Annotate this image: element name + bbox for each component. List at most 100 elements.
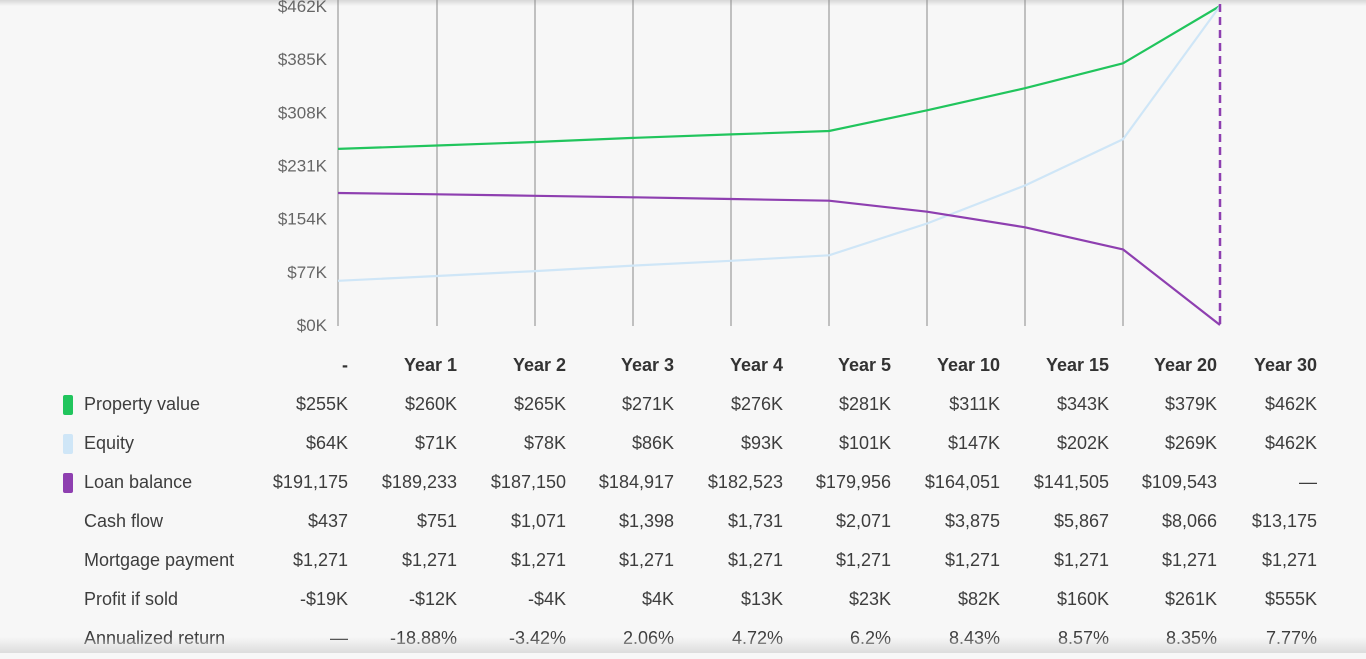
row-label: Equity [84,433,135,453]
table-cell: $311K [949,394,1000,414]
table-cell: $4K [641,589,674,609]
table-cell: $93K [740,433,783,453]
table-cell: $202K [1056,433,1109,453]
table-cell: $13K [740,589,783,609]
table-cell: $182,523 [707,472,783,492]
table-cell: $281K [838,394,891,414]
y-tick-label: $154K [278,210,328,229]
column-header: Year 3 [620,355,674,375]
table-cell: $23K [848,589,891,609]
table-cell: $3,875 [944,511,1000,531]
table-cell: $64K [305,433,348,453]
table-row: Equity $64K $71K $78K $86K $93K $101K $147K $202… [0,425,1366,464]
table-cell: $1,271 [1261,550,1317,570]
table-cell: $462K [1264,433,1317,453]
table-cell: $1,271 [727,550,783,570]
table-cell: $1,271 [944,550,1000,570]
table-cell: $462K [1264,394,1317,414]
column-header: Year 10 [936,355,1000,375]
table-cell: $343K [1056,394,1109,414]
y-tick-label: $0K [297,316,328,335]
table-cell: $8,066 [1161,511,1217,531]
series-lines [337,5,1221,326]
table-cell: -$19K [299,589,348,609]
table-cell: $1,271 [510,550,566,570]
table-cell: $1,071 [510,511,566,531]
table-row: Profit if sold -$19K -$12K -$4K $4K $13K $23K $… [0,581,1366,620]
y-axis-tick-labels: $0K $77K $154K $231K $308K $385K $462K [278,0,328,335]
table-cell: $269K [1164,433,1217,453]
vertical-gridlines [337,0,1124,326]
table-cell: $261K [1164,589,1217,609]
table-cell: $1,271 [618,550,674,570]
table-cell: $1,271 [401,550,457,570]
legend-swatch [63,473,73,493]
table-cell: $751 [416,511,457,531]
table-cell: $5,867 [1053,511,1109,531]
table-cell: $147K [947,433,1000,453]
table-cell: $179,956 [815,472,891,492]
table-cell: $1,271 [1053,550,1109,570]
y-tick-label: $77K [287,263,327,282]
top-edge-shadow [0,0,1366,6]
table-cell: $2,071 [835,511,891,531]
table-row: Mortgage payment $1,271 $1,271 $1,271 $1,271… [0,542,1366,581]
line-chart: $0K $77K $154K $231K $308K $385K $462K [278,0,1222,335]
y-tick-label: $308K [278,103,328,122]
table-cell: $1,398 [618,511,674,531]
column-header: Year 5 [837,355,891,375]
row-label: Mortgage payment [84,550,235,570]
table-cell: $78K [523,433,566,453]
table-cell: $71K [414,433,457,453]
table-header-row: - Year 1 Year 2 Year 3 Year 4 Year 5 Year 10 Ye… [0,347,1366,386]
table-cell: -$4K [527,589,566,609]
table-cell: $184,917 [598,472,674,492]
column-header: Year 1 [403,355,457,375]
row-label: Loan balance [84,472,193,492]
table-cell: $255K [295,394,348,414]
legend-swatch [63,395,73,415]
table-cell: $164,051 [924,472,1000,492]
table-cell: $109,543 [1141,472,1217,492]
row-label: Property value [84,394,201,414]
table-cell: $1,271 [1161,550,1217,570]
table-cell: $189,233 [381,472,457,492]
table-cell: $437 [307,511,348,531]
bottom-edge-shadow [0,637,1366,653]
row-label: Profit if sold [84,589,179,609]
column-header: Year 2 [512,355,566,375]
table-cell: -$12K [408,589,457,609]
series-line-loan-balance [337,191,1221,326]
table-cell: — [1299,472,1317,492]
table-cell: $1,271 [292,550,348,570]
table-row: Loan balance $191,175 $189,233 $187,150 $184… [0,464,1366,503]
table-cell: $1,271 [835,550,891,570]
legend-swatch [63,434,73,454]
table-cell: $86K [631,433,674,453]
table-cell: $191,175 [272,472,348,492]
y-tick-label: $462K [278,0,328,16]
column-header: Year 20 [1153,355,1217,375]
y-tick-label: $231K [278,157,328,176]
table-cell: $276K [730,394,783,414]
table-cell: $265K [513,394,566,414]
series-line-equity [337,5,1221,282]
column-header: - [342,355,348,375]
table-cell: $101K [838,433,891,453]
table-cell: $260K [404,394,457,414]
row-label: Cash flow [84,511,164,531]
table-cell: $141,505 [1033,472,1109,492]
table-row: Cash flow $437 $751 $1,071 $1,398 $1,731 $2,07… [0,503,1366,542]
column-header: Year 4 [729,355,783,375]
y-tick-label: $385K [278,50,328,69]
column-header: Year 30 [1253,355,1317,375]
series-line-property-value [337,5,1221,150]
table-cell: $1,731 [727,511,783,531]
table-cell: $82K [957,589,1000,609]
table-row: Property value $255K $260K $265K $271K $276K $… [0,386,1366,425]
column-header: Year 15 [1045,355,1109,375]
table-cell: $379K [1164,394,1217,414]
table-cell: $187,150 [490,472,566,492]
table-cell: $555K [1264,589,1317,609]
table-cell: $160K [1056,589,1109,609]
